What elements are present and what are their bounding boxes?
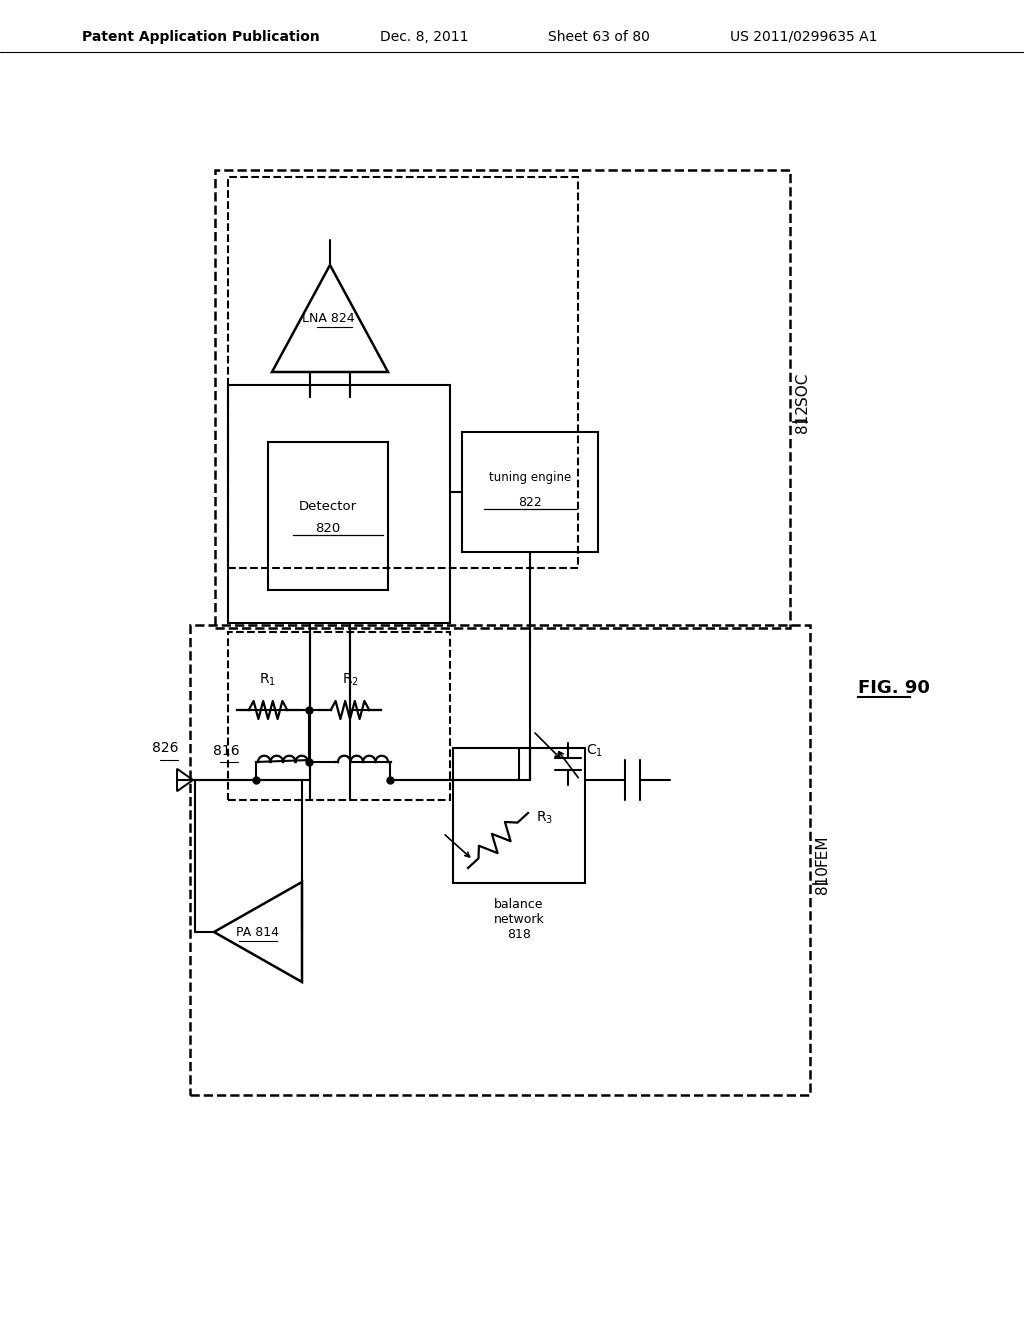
Bar xyxy=(268,442,388,590)
Text: 818: 818 xyxy=(507,928,530,941)
Text: FIG. 90: FIG. 90 xyxy=(858,678,930,697)
Text: Detector: Detector xyxy=(299,499,357,512)
Text: 820: 820 xyxy=(315,521,341,535)
Text: network: network xyxy=(494,913,545,927)
Bar xyxy=(453,748,585,883)
Text: Patent Application Publication: Patent Application Publication xyxy=(82,30,319,44)
Text: R$_3$: R$_3$ xyxy=(536,809,553,826)
Text: FEM: FEM xyxy=(815,834,830,866)
Bar xyxy=(228,632,450,800)
Text: C$_1$: C$_1$ xyxy=(586,743,603,759)
Bar xyxy=(228,385,450,623)
Text: PA 814: PA 814 xyxy=(237,925,280,939)
Text: R$_1$: R$_1$ xyxy=(259,672,276,688)
Text: tuning engine: tuning engine xyxy=(488,471,571,484)
Text: SOC: SOC xyxy=(795,372,810,405)
Text: 816: 816 xyxy=(213,744,240,758)
Text: R$_2$: R$_2$ xyxy=(341,672,358,688)
Text: US 2011/0299635 A1: US 2011/0299635 A1 xyxy=(730,30,878,44)
Text: Sheet 63 of 80: Sheet 63 of 80 xyxy=(548,30,650,44)
Text: Dec. 8, 2011: Dec. 8, 2011 xyxy=(380,30,469,44)
Text: 810: 810 xyxy=(815,866,830,895)
Bar xyxy=(462,432,598,552)
Text: LNA 824: LNA 824 xyxy=(302,312,354,325)
Text: 826: 826 xyxy=(152,741,178,755)
Bar xyxy=(228,177,578,568)
Text: 822: 822 xyxy=(518,495,542,508)
Bar xyxy=(190,624,810,1096)
Bar xyxy=(215,170,790,628)
Text: 812: 812 xyxy=(795,404,810,433)
Text: balance: balance xyxy=(495,898,544,911)
